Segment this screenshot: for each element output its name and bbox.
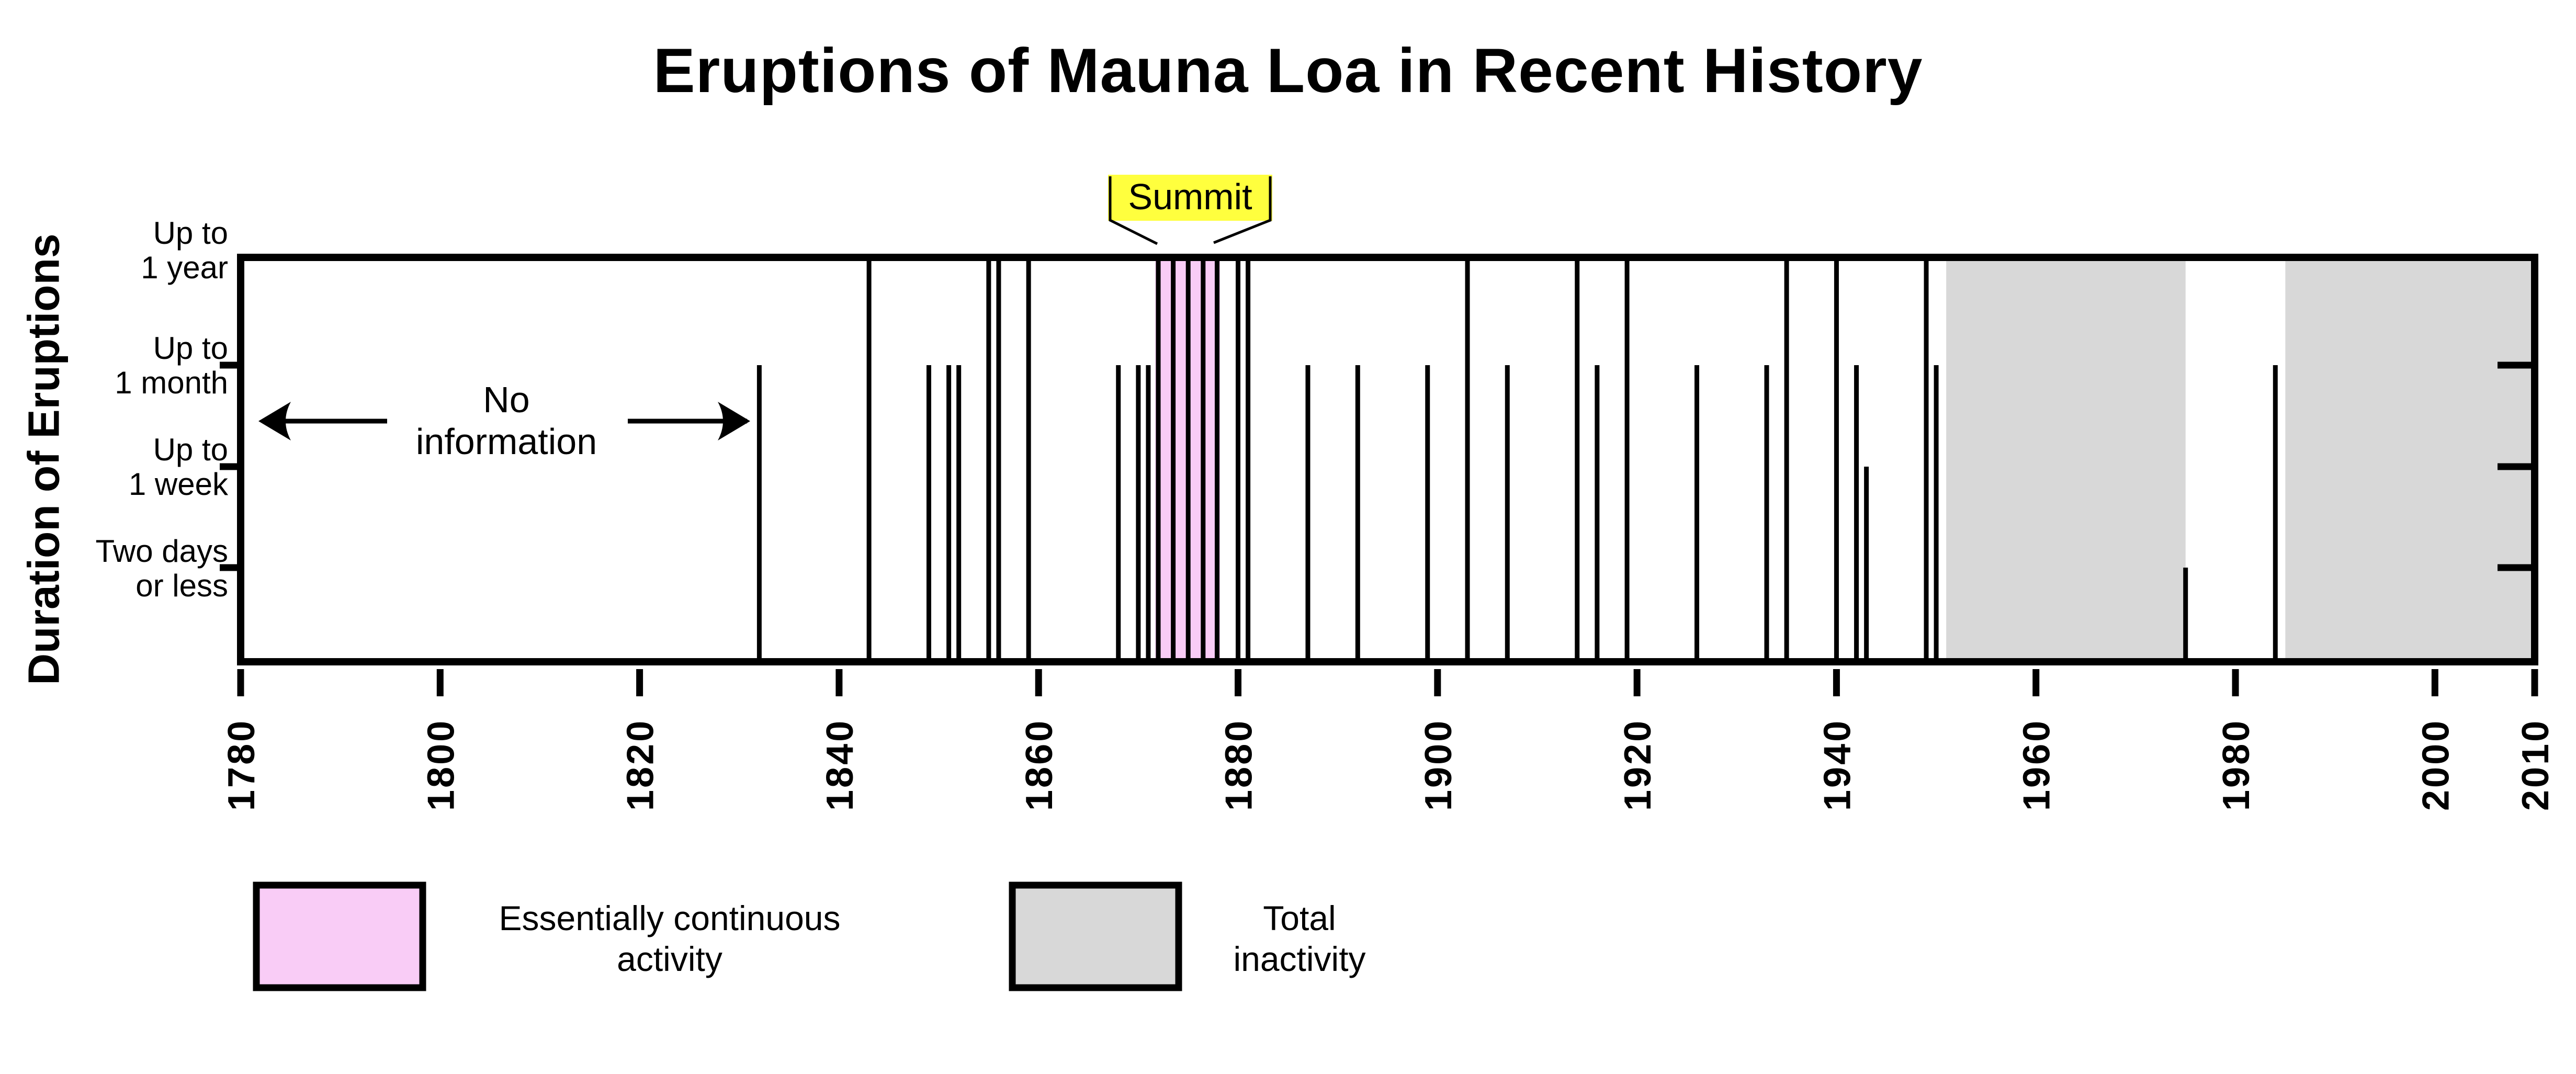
eruption-bar-1877.9: [1214, 261, 1219, 658]
x-tick-label-1880: 1880: [1218, 719, 1260, 811]
eruption-bar-1975: [2183, 568, 2188, 658]
eruption-bar-1881: [1246, 261, 1251, 658]
eruption-bar-1832: [756, 365, 762, 658]
summit-callout-legs: [1109, 176, 1272, 245]
eruption-bar-1868: [1116, 365, 1121, 658]
eruption-bar-1875: [1185, 261, 1191, 658]
eruption-bar-1852: [956, 365, 962, 658]
eruption-bar-1926: [1694, 365, 1700, 658]
x-tick-label-1800: 1800: [420, 719, 462, 811]
inactivity-band-1985-2010: [2285, 261, 2531, 658]
x-tick-label-1780: 1780: [221, 719, 263, 811]
summit-label: Summit: [1128, 176, 1252, 217]
eruption-bar-1914: [1575, 261, 1580, 658]
eruption-bar-1876.5: [1201, 261, 1206, 658]
x-tick-label-1820: 1820: [620, 719, 662, 811]
eruption-bar-1851: [946, 365, 952, 658]
inactivity-band-1951-1975: [1946, 261, 2186, 658]
duration-label-two_days: or less: [135, 568, 228, 603]
eruption-bar-1849: [927, 365, 931, 658]
eruption-bar-1903: [1465, 261, 1470, 658]
eruption-bar-1949: [1924, 261, 1929, 658]
legend-swatch-inactive: [1009, 881, 1182, 991]
legend-label-inactive: inactivity: [1233, 940, 1365, 978]
eruption-bar-1935: [1784, 261, 1789, 658]
duration-label-week: Up to: [153, 432, 228, 467]
eruption-bar-1870: [1136, 365, 1141, 658]
x-tick-label-1920: 1920: [1617, 719, 1659, 811]
eruption-bar-1950: [1934, 365, 1939, 658]
eruption-bar-1856: [996, 261, 1001, 658]
eruption-bar-1984: [2273, 365, 2278, 658]
eruption-bar-1892: [1355, 365, 1360, 658]
no-information-arrowhead-left: [258, 402, 291, 440]
eruption-bar-1899: [1425, 365, 1430, 658]
x-tick-label-2000: 2000: [2415, 719, 2457, 811]
summit-callout-box: [1108, 175, 1272, 221]
legend-label-continuous: Essentially continuous: [499, 899, 840, 937]
legend-label-continuous: activity: [617, 940, 722, 978]
plot-border: [237, 254, 2538, 665]
duration-label-month: 1 month: [115, 365, 228, 400]
x-tick-label-1960: 1960: [2016, 719, 2058, 811]
duration-label-year: 1 year: [141, 250, 228, 285]
eruption-bar-1871: [1146, 365, 1151, 658]
eruption-bar-1919: [1624, 261, 1630, 658]
eruption-bar-1880: [1236, 261, 1241, 658]
chart-title: Eruptions of Mauna Loa in Recent History: [653, 36, 1923, 106]
eruption-bar-1943: [1864, 467, 1869, 658]
eruption-bar-1873.5: [1171, 261, 1176, 658]
duration-label-two_days: Two days: [96, 534, 228, 569]
x-tick-label-2010: 2010: [2515, 719, 2557, 811]
eruption-bar-1855: [986, 261, 991, 658]
eruption-bar-1940: [1834, 261, 1839, 658]
eruption-bar-1916: [1595, 365, 1600, 658]
x-tick-label-1840: 1840: [819, 719, 861, 811]
x-tick-label-1860: 1860: [1019, 719, 1060, 811]
x-tick-label-1900: 1900: [1418, 719, 1460, 811]
duration-label-week: 1 week: [129, 467, 229, 502]
legend-label-inactive: Total: [1263, 899, 1336, 937]
eruption-bar-1872: [1156, 261, 1161, 658]
eruption-bar-1887: [1305, 365, 1310, 658]
eruption-bar-1933: [1764, 365, 1769, 658]
no-information-arrowhead-right: [718, 402, 750, 440]
eruption-bar-1843: [866, 261, 872, 658]
x-tick-label-1940: 1940: [1816, 719, 1858, 811]
no-information-label: No: [483, 379, 529, 420]
x-tick-label-1980: 1980: [2216, 719, 2257, 811]
eruption-bar-1859: [1026, 261, 1031, 658]
duration-label-month: Up to: [153, 331, 228, 366]
duration-label-year: Up to: [153, 216, 228, 251]
eruption-bar-1942: [1854, 365, 1859, 658]
no-information-label: information: [416, 421, 597, 462]
eruption-bar-1907: [1505, 365, 1510, 658]
legend-swatch-continuous: [253, 881, 426, 991]
